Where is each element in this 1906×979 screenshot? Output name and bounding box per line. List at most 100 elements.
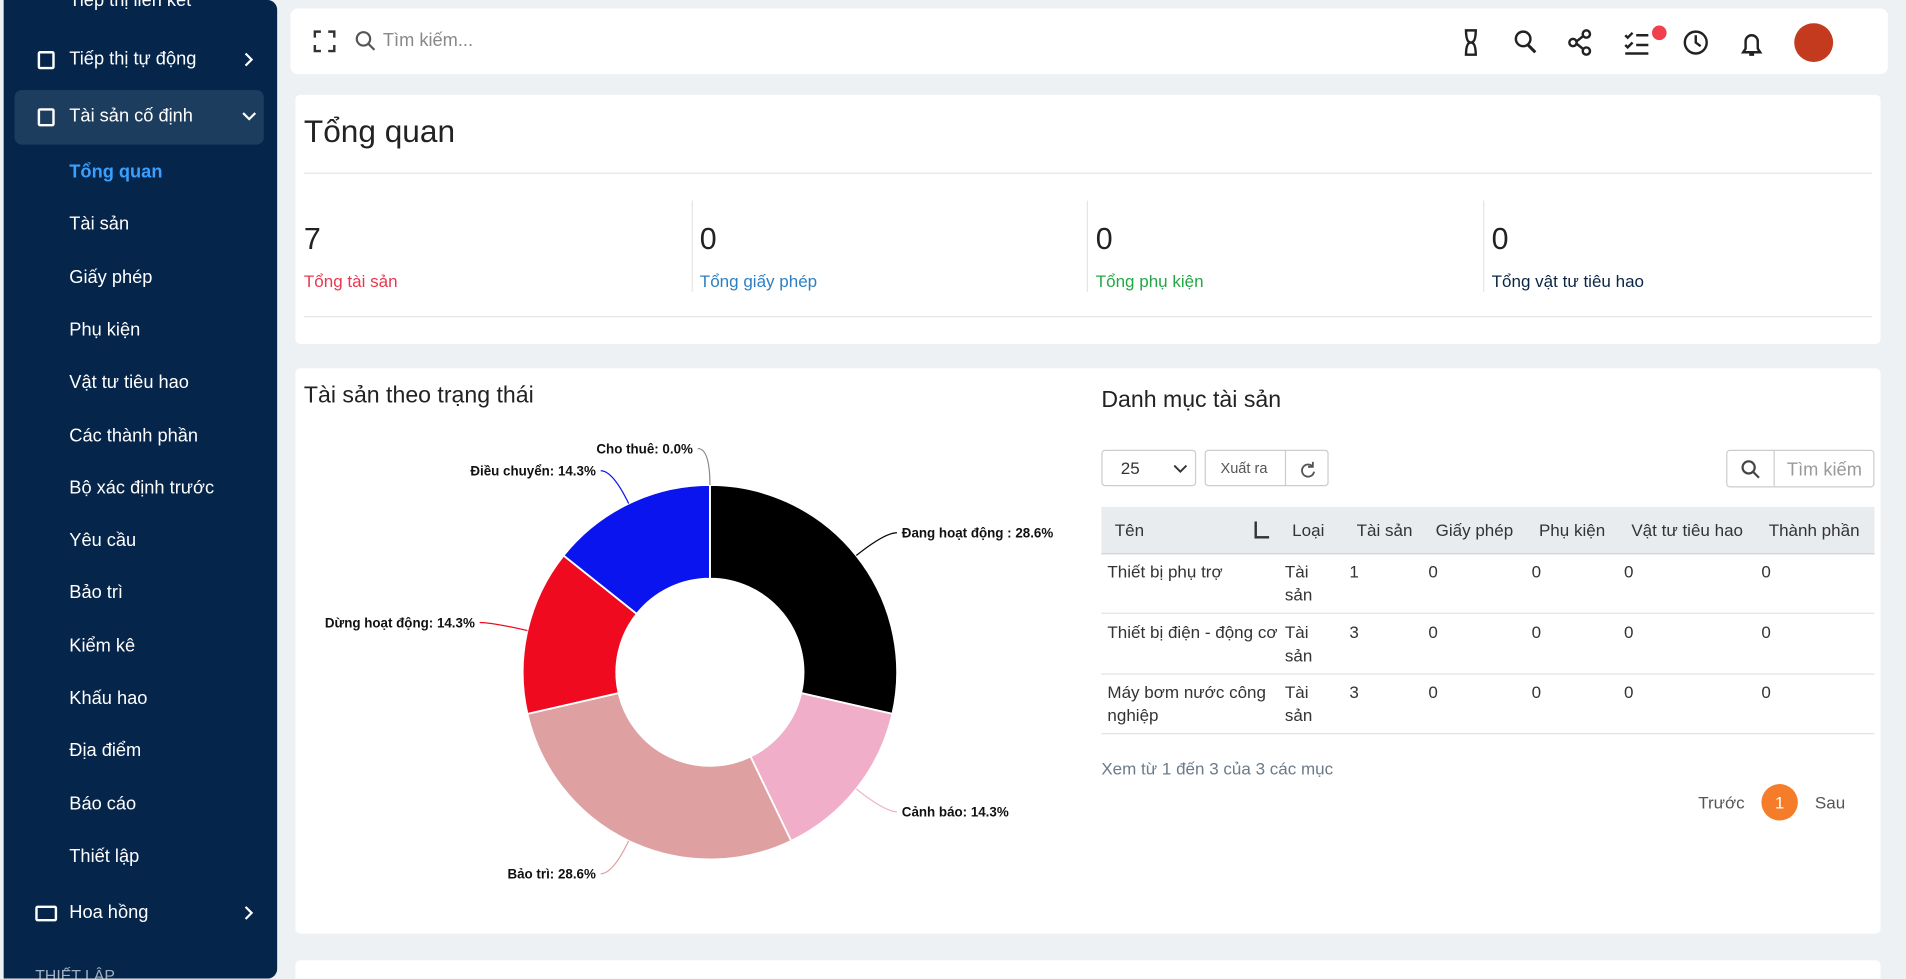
column-header[interactable]: Giấy phép xyxy=(1435,520,1514,540)
column-header[interactable]: Tên xyxy=(1114,520,1145,540)
chart-card: Tài sản theo trạng thái Đang hoạt động :… xyxy=(295,368,1881,934)
table-cell: Máy bơm nước công nghiệp xyxy=(1107,681,1266,725)
table-cell: 1 xyxy=(1349,561,1359,582)
submenu-item[interactable]: Tài sản xyxy=(69,214,130,235)
sidebar: Tiếp thị liên kết Tiếp thị tự động Tài sả… xyxy=(3,0,278,979)
column-header[interactable]: Phụ kiện xyxy=(1538,520,1606,540)
table-cell: 0 xyxy=(1428,681,1438,702)
table-cell: 0 xyxy=(1531,561,1542,582)
submenu-item[interactable]: Phụ kiện xyxy=(69,319,141,341)
chevron xyxy=(242,112,257,121)
fullscreen-icon[interactable] xyxy=(312,29,336,53)
submenu-item[interactable]: Vật tư tiêu hao xyxy=(69,372,189,393)
table: Tên Loại Tài sản Giấy phép Phụ kiện Vật tư ti… xyxy=(1101,506,1875,738)
menu-icon xyxy=(37,108,55,127)
table-cell: Tài sản xyxy=(1284,561,1313,605)
button-group: Xuất ra xyxy=(1204,449,1329,487)
table-cell: 3 xyxy=(1349,681,1359,702)
stat-divider xyxy=(691,200,693,292)
row-divider xyxy=(1101,733,1875,735)
header-icons xyxy=(1464,23,1834,62)
page-size: 25 xyxy=(1120,458,1140,478)
stat-value: 7 xyxy=(303,222,321,257)
stat-value: 0 xyxy=(1491,222,1509,257)
table-cell: 0 xyxy=(1624,681,1634,702)
sort-icon[interactable] xyxy=(1254,521,1270,539)
slice-label: Đang hoạt động : 28.6% xyxy=(902,526,1054,541)
stat-divider xyxy=(1483,200,1485,292)
table-title: Danh mục tài sản xyxy=(1101,387,1282,414)
submenu-item[interactable]: Các thành phần xyxy=(69,424,199,446)
chevron xyxy=(244,52,254,67)
submenu-item[interactable]: Địa điểm xyxy=(69,740,142,762)
menu-item[interactable]: Tài sản cố định xyxy=(69,105,193,127)
leader-line xyxy=(600,840,630,875)
column-header[interactable]: Vật tư tiêu hao xyxy=(1631,520,1744,540)
menu-item[interactable]: Hoa hồng xyxy=(69,901,149,923)
divider xyxy=(1773,450,1775,487)
leader-line xyxy=(697,447,711,486)
submenu-item[interactable]: Bộ xác định trước xyxy=(69,477,215,499)
submenu-item[interactable]: Báo cáo xyxy=(69,793,137,814)
table-cell: Tài sản xyxy=(1284,681,1313,725)
divider xyxy=(303,172,1873,174)
table-cell: 0 xyxy=(1761,561,1771,582)
submenu-item[interactable]: Bảo trì xyxy=(69,582,124,604)
column-header[interactable]: Tài sản xyxy=(1356,520,1413,540)
stat-label: Tổng giấy phép xyxy=(699,271,818,291)
stat-value: 0 xyxy=(1095,222,1113,257)
table-cell: Thiết bị phụ trợ xyxy=(1107,561,1223,582)
table-cell: Tài sản xyxy=(1284,621,1313,665)
menu-item[interactable]: Tiếp thị liên kết xyxy=(69,0,192,11)
leader-line xyxy=(479,621,528,632)
stat-label: Tổng vật tư tiêu hao xyxy=(1491,271,1645,291)
stat-label: Tổng phụ kiện xyxy=(1095,271,1204,291)
table-cell: 0 xyxy=(1531,621,1542,642)
search-placeholder: Tìm kiếm xyxy=(1786,459,1862,481)
leader-line xyxy=(855,532,897,556)
table-cell: 3 xyxy=(1349,621,1359,642)
submenu-item[interactable]: Thiết lập xyxy=(69,845,140,867)
submenu-item[interactable]: Tổng quan xyxy=(69,161,163,183)
stat-label: Tổng tài sản xyxy=(303,271,398,291)
table-header xyxy=(1101,506,1875,555)
page-size-select[interactable]: 25 xyxy=(1101,449,1197,487)
table-search[interactable]: Tìm kiếm xyxy=(1726,449,1875,488)
stat-divider xyxy=(1087,200,1089,292)
row-divider xyxy=(1101,612,1875,614)
table-cell: Thiết bị điện - động cơ xyxy=(1107,621,1278,642)
next-button[interactable]: Sau xyxy=(1814,792,1846,813)
page-button[interactable]: 1 xyxy=(1761,784,1798,821)
prev-button[interactable]: Trước xyxy=(1698,792,1745,813)
submenu-item[interactable]: Khấu hao xyxy=(69,688,148,709)
menu-item[interactable]: Tiếp thị tự động xyxy=(69,48,197,70)
table-cell: 0 xyxy=(1428,561,1438,582)
export-button[interactable]: Xuất ra xyxy=(1220,459,1268,477)
chevron xyxy=(244,906,254,920)
refresh-button[interactable] xyxy=(1299,461,1316,478)
slice-label: Cho thuê: 0.0% xyxy=(596,441,693,456)
submenu-item[interactable]: Kiểm kê xyxy=(69,635,136,657)
table-cell: 0 xyxy=(1761,681,1771,702)
table-cell: 0 xyxy=(1624,561,1634,582)
submenu-item[interactable]: Giấy phép xyxy=(69,266,153,288)
column-header[interactable]: Loại xyxy=(1292,520,1325,540)
divider xyxy=(1284,450,1287,486)
search-icon xyxy=(355,31,376,51)
table-cell: 0 xyxy=(1761,621,1771,642)
chart-title: Tài sản theo trạng thái xyxy=(303,382,534,409)
chevron xyxy=(1173,464,1188,474)
stat-value: 0 xyxy=(699,222,717,257)
menu-icon xyxy=(35,905,58,922)
leader-line xyxy=(855,788,897,813)
column-header[interactable]: Thành phần xyxy=(1768,520,1860,540)
row-divider xyxy=(1101,672,1875,675)
table-cell: 0 xyxy=(1428,621,1438,642)
donut-slice xyxy=(708,484,899,715)
leader-line xyxy=(600,470,630,504)
overview-title: Tổng quan xyxy=(303,113,456,150)
search-input[interactable]: Tìm kiếm... xyxy=(382,30,474,52)
submenu-item[interactable]: Yêu cầu xyxy=(69,530,137,551)
donut-slice xyxy=(526,691,793,861)
